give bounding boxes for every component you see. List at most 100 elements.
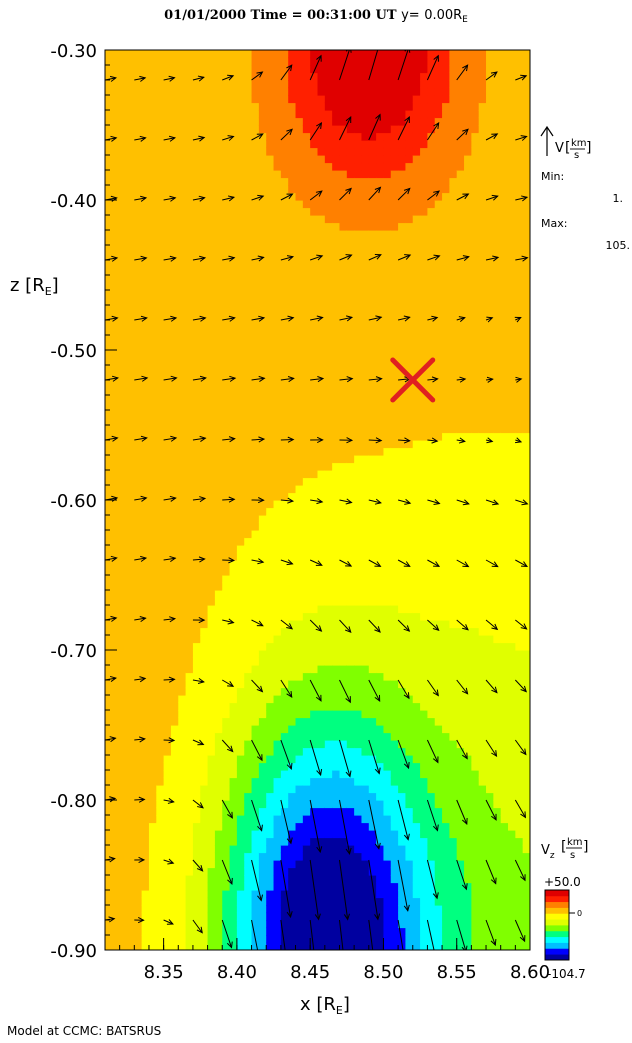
heatmap-cell [273, 87, 282, 96]
heatmap-cell [295, 477, 304, 486]
heatmap-cell [244, 582, 253, 591]
heatmap-cell [222, 650, 231, 659]
heatmap-cell [354, 402, 363, 411]
heatmap-cell [280, 762, 289, 771]
heatmap-cell [163, 567, 172, 576]
heatmap-cell [170, 837, 179, 846]
heatmap-cell [376, 125, 385, 134]
heatmap-cell [376, 522, 385, 531]
heatmap-cell [229, 515, 238, 524]
heatmap-cell [156, 582, 165, 591]
heatmap-cell [368, 770, 377, 779]
heatmap-cell [214, 470, 223, 479]
heatmap-cell [295, 755, 304, 764]
heatmap-cell [105, 567, 113, 576]
heatmap-cell [207, 125, 216, 134]
heatmap-cell [163, 800, 172, 809]
heatmap-cell [383, 425, 392, 434]
heatmap-cell [266, 57, 275, 66]
heatmap-cell [310, 492, 319, 501]
heatmap-cell [112, 777, 121, 786]
heatmap-cell [134, 845, 143, 854]
heatmap-cell [134, 132, 143, 141]
heatmap-cell [346, 357, 355, 366]
heatmap-cell [156, 522, 165, 531]
heatmap-cell [214, 462, 223, 471]
heatmap-cell [295, 560, 304, 569]
heatmap-cell [141, 215, 150, 224]
heatmap-cell [302, 170, 311, 179]
heatmap-cell [185, 485, 194, 494]
heatmap-cell [390, 792, 399, 801]
heatmap-cell [119, 312, 128, 321]
heatmap-cell [126, 455, 135, 464]
heatmap-cell [214, 297, 223, 306]
heatmap-cell [398, 695, 407, 704]
heatmap-cell [368, 252, 377, 261]
heatmap-cell [236, 830, 245, 839]
heatmap-cell [295, 207, 304, 216]
heatmap-cell [192, 815, 201, 824]
heatmap-cell [148, 792, 157, 801]
heatmap-cell [273, 110, 282, 119]
heatmap-cell [361, 665, 370, 674]
heatmap-cell [244, 882, 253, 891]
heatmap-cell [376, 665, 385, 674]
heatmap-cell [390, 672, 399, 681]
heatmap-cell [192, 567, 201, 576]
heatmap-cell [170, 942, 179, 950]
heatmap-cell [317, 207, 326, 216]
heatmap-cell [236, 650, 245, 659]
heatmap-cell [236, 57, 245, 66]
heatmap-cell [368, 447, 377, 456]
heatmap-cell [105, 320, 113, 329]
heatmap-cell [288, 387, 297, 396]
heatmap-cell [119, 507, 128, 516]
heatmap-cell [310, 777, 319, 786]
heatmap-cell [163, 237, 172, 246]
heatmap-cell [126, 372, 135, 381]
heatmap-cell [354, 920, 363, 929]
heatmap-cell [280, 357, 289, 366]
heatmap-cell [207, 57, 216, 66]
heatmap-cell [244, 522, 253, 531]
heatmap-cell [119, 432, 128, 441]
heatmap-cell [324, 852, 333, 861]
heatmap-cell [251, 755, 260, 764]
heatmap-cell [192, 702, 201, 711]
heatmap-cell [105, 170, 113, 179]
heatmap-cell [207, 275, 216, 284]
heatmap-cell [170, 620, 179, 629]
heatmap-cell [390, 297, 399, 306]
heatmap-cell [288, 567, 297, 576]
heatmap-cell [148, 702, 157, 711]
heatmap-cell [302, 207, 311, 216]
heatmap-cell [156, 552, 165, 561]
heatmap-cell [302, 447, 311, 456]
heatmap-cell [170, 155, 179, 164]
heatmap-cell [405, 875, 414, 884]
heatmap-cell [354, 267, 363, 276]
heatmap-cell [119, 80, 128, 89]
heatmap-cell [119, 935, 128, 944]
heatmap-cell [390, 237, 399, 246]
heatmap-cell [339, 665, 348, 674]
heatmap-cell [148, 215, 157, 224]
heatmap-cell [258, 747, 267, 756]
heatmap-cell [105, 815, 113, 824]
heatmap-cell [112, 755, 121, 764]
heatmap-cell [236, 552, 245, 561]
heatmap-cell [126, 335, 135, 344]
heatmap-cell [170, 267, 179, 276]
heatmap-cell [390, 665, 399, 674]
heatmap-cell [368, 590, 377, 599]
heatmap-cell [383, 500, 392, 509]
heatmap-cell [398, 185, 407, 194]
heatmap-cell [324, 432, 333, 441]
heatmap-cell [141, 185, 150, 194]
heatmap-cell [376, 920, 385, 929]
heatmap-cell [280, 695, 289, 704]
heatmap-cell [398, 582, 407, 591]
heatmap-cell [251, 702, 260, 711]
heatmap-cell [310, 875, 319, 884]
